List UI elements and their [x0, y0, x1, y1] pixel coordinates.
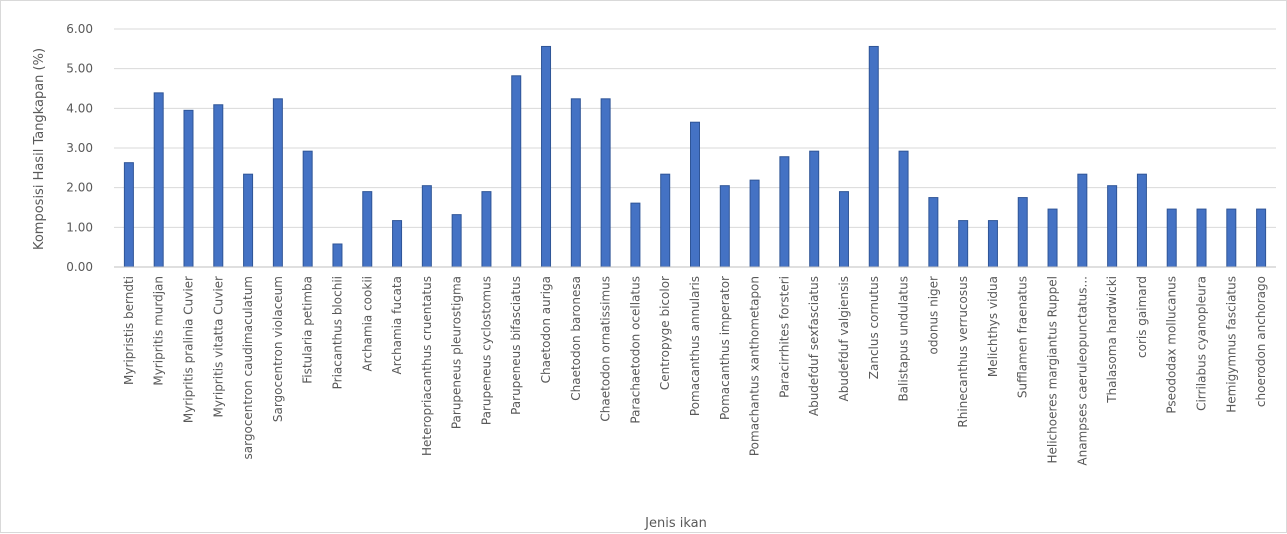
- bar: [660, 173, 671, 268]
- x-tick-label: Myripritis pralinia Cuvier: [181, 276, 195, 423]
- bars: [123, 45, 1267, 268]
- bar: [392, 220, 403, 268]
- x-tick-label: Parupeneus cyclostomus: [479, 276, 493, 425]
- bar: [809, 150, 820, 268]
- x-tick-label: Archamia fucata: [390, 276, 404, 374]
- x-tick-label: Chaetodon baronesa: [569, 276, 583, 401]
- bar: [421, 185, 432, 268]
- x-tick-label: Anampses caeruleopunctatus...: [1075, 276, 1089, 466]
- bar: [272, 98, 283, 268]
- bar: [898, 150, 909, 268]
- y-tick-label: 6.00: [66, 22, 93, 36]
- y-axis-title: Komposisi Hasil Tangkapan (%): [32, 48, 47, 250]
- y-tick-label: 3.00: [66, 141, 93, 155]
- y-tick-label: 4.00: [66, 101, 93, 115]
- bar: [332, 243, 343, 268]
- x-axis-title: Jenis ikan: [644, 516, 707, 531]
- bar: [719, 185, 730, 268]
- bar: [1017, 197, 1028, 268]
- bar: [690, 121, 700, 268]
- x-tick-label: Balistapus undulatus: [897, 276, 911, 402]
- bar: [868, 45, 879, 268]
- x-tick-label: Priacanthus blochii: [330, 276, 344, 389]
- x-tick-label: Myripristis berndti: [122, 276, 136, 385]
- x-tick-label: Cirrilabus cyanopleura: [1195, 276, 1209, 411]
- x-tick-label: Zanclus cornutus: [867, 276, 881, 379]
- bar: [749, 179, 760, 268]
- bar: [1107, 185, 1118, 268]
- x-tick-label: Thalasoma hardwicki: [1105, 276, 1119, 404]
- bar: [123, 162, 134, 268]
- bar: [362, 191, 373, 268]
- x-tick-label: Paracirrhites forsteri: [777, 276, 791, 398]
- x-tick-label: Melichthys vidua: [986, 276, 1000, 377]
- bar: [511, 75, 522, 268]
- x-tick-label: Fistularia petimba: [301, 276, 315, 384]
- bar: [1166, 208, 1177, 268]
- bar: [838, 191, 849, 268]
- bar: [928, 197, 939, 268]
- y-tick-label: 2.00: [66, 181, 93, 195]
- bar: [1256, 208, 1267, 268]
- x-tick-label: Rhinecanthus verrucosus: [956, 276, 970, 428]
- x-tick-label: Centropyge bicolor: [658, 276, 672, 390]
- x-tick-label: Pomacanthus imperator: [718, 276, 732, 420]
- x-tick-label: Pomacanthus annularis: [688, 276, 702, 416]
- bar: [570, 98, 581, 268]
- bar: [1077, 173, 1088, 268]
- x-tick-label: Chaetodon ornatissimus: [599, 276, 613, 422]
- x-tick-label: odonus niger: [926, 276, 940, 355]
- x-axis-ticks: Myripristis berndti Myripritis murdjan Myr…: [122, 276, 1268, 466]
- bar: [243, 173, 254, 268]
- bar: [600, 98, 611, 268]
- x-tick-label: Sufflamen fraenatus: [1016, 276, 1030, 398]
- x-tick-label: Chaetodon auriga: [539, 276, 553, 383]
- bar: [987, 220, 998, 268]
- bar: [1047, 208, 1058, 268]
- bar: [630, 202, 641, 268]
- x-tick-label: Parupeneus bifasciatus: [509, 276, 523, 415]
- x-tick-label: coris gaimard: [1135, 276, 1149, 358]
- x-tick-label: Sargocentron violaceum: [271, 276, 285, 422]
- x-tick-label: Abudefduf valgiensis: [837, 276, 851, 401]
- bar: [958, 220, 969, 268]
- bar: [153, 92, 164, 268]
- x-tick-label: Myripritis murdjan: [152, 276, 166, 386]
- x-tick-label: Helichoeres margiantus Ruppel: [1046, 276, 1060, 464]
- x-tick-label: choerodon anchorago: [1254, 276, 1268, 407]
- bar: [213, 104, 224, 268]
- x-tick-label: Pseododax mollucanus: [1165, 276, 1179, 414]
- y-tick-label: 5.00: [66, 62, 93, 76]
- x-tick-label: Heteropriacanthus cruentatus: [420, 276, 434, 456]
- y-tick-label: 0.00: [66, 260, 93, 274]
- x-tick-label: Parachaetodon ocellatus: [628, 276, 642, 424]
- x-tick-label: sargocentron caudimaculatum: [241, 276, 255, 459]
- x-tick-label: Pomachantus xanthometapon: [748, 276, 762, 456]
- bar: [1196, 208, 1207, 268]
- x-tick-label: Myripritis vitatta Cuvier: [211, 276, 225, 418]
- bar: [302, 150, 313, 268]
- bar: [451, 214, 462, 268]
- y-tick-label: 1.00: [66, 220, 93, 234]
- bar: [779, 156, 790, 268]
- bar: [541, 45, 552, 268]
- bar: [1226, 208, 1237, 268]
- bar: [481, 191, 492, 268]
- x-tick-label: Archamia cookii: [360, 276, 374, 372]
- x-tick-label: Abudefduf sexfasciatus: [807, 276, 821, 416]
- x-tick-label: Hemigymnus fasciatus: [1224, 276, 1238, 413]
- x-tick-label: Parupeneus pleurostigma: [450, 276, 464, 429]
- y-axis-ticks: 0.00 1.00 2.00 3.00 4.00 5.00 6.00: [66, 22, 93, 274]
- bar: [183, 109, 194, 268]
- bar: [1136, 173, 1147, 268]
